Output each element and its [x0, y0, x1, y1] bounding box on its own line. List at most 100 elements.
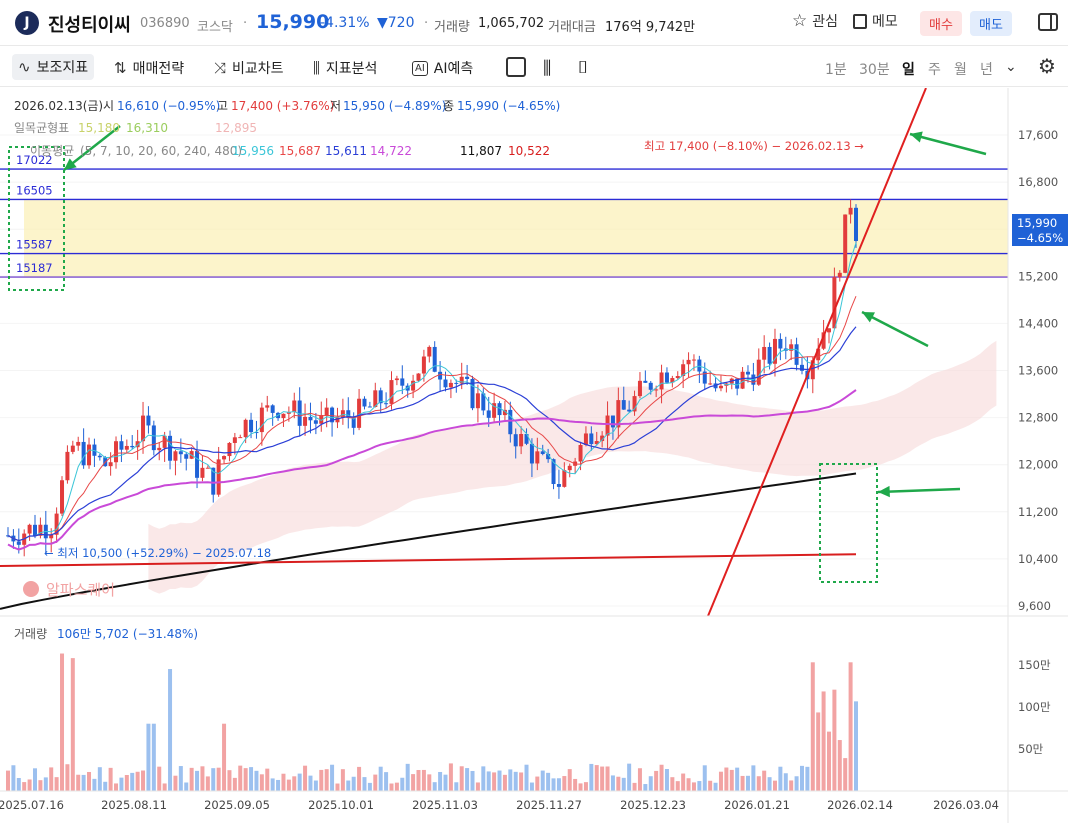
- volume-bar: [762, 770, 767, 791]
- indicator-icon: ∿: [18, 58, 31, 76]
- volume-bar: [724, 767, 729, 791]
- period-day[interactable]: 일: [902, 62, 915, 78]
- level-label: 17022: [16, 153, 53, 167]
- candle-body: [400, 378, 405, 386]
- volume-bar: [605, 766, 610, 791]
- volume-bar: [789, 780, 794, 791]
- camera-icon[interactable]: ⌷: [578, 58, 589, 78]
- volume-bar: [529, 782, 534, 791]
- volume-bar: [702, 765, 707, 791]
- candle-body: [821, 332, 826, 349]
- candle-type-icon[interactable]: ⫼: [543, 58, 552, 79]
- watch-button[interactable]: ☆ 관심: [792, 11, 838, 31]
- volume-bar: [384, 772, 389, 791]
- candle-body: [124, 445, 129, 450]
- volume-tick-label: 150만: [1018, 658, 1051, 672]
- volume-bar: [502, 774, 507, 791]
- volume-bar: [519, 772, 524, 791]
- candle-body: [308, 416, 313, 421]
- candle-body: [686, 359, 691, 365]
- volume-bar: [735, 767, 740, 791]
- period-year[interactable]: 년: [980, 62, 993, 78]
- candle-body: [594, 441, 599, 445]
- volume-bar: [81, 774, 86, 791]
- candle-body: [740, 371, 745, 389]
- volume-bar: [637, 768, 642, 791]
- volume-bar: [805, 766, 810, 791]
- volume-bar: [146, 723, 151, 791]
- volume-bar: [697, 781, 702, 791]
- volume-bar: [486, 771, 491, 791]
- volume-bar: [751, 765, 756, 791]
- gear-icon[interactable]: ⚙: [1038, 54, 1056, 78]
- side-panel-icon[interactable]: [1038, 13, 1058, 31]
- candle-body: [546, 453, 551, 460]
- strategy-button[interactable]: ⇅ 매매전략: [114, 58, 184, 78]
- analysis-button[interactable]: ⫼ 지표분석: [313, 58, 377, 78]
- market-label: 코스닥: [197, 20, 233, 35]
- candle-body: [794, 344, 799, 365]
- volume-bar: [22, 782, 27, 791]
- period-week[interactable]: 주: [928, 62, 941, 78]
- level-label: 16505: [16, 183, 53, 197]
- buy-button[interactable]: 매수: [920, 11, 962, 36]
- period-30min[interactable]: 30분: [859, 62, 890, 78]
- volume-bar: [594, 765, 599, 791]
- compare-button[interactable]: ⤨ 비교차트: [214, 58, 284, 78]
- indicators-button[interactable]: ∿ 보조지표: [12, 54, 95, 80]
- volume-bar: [589, 763, 594, 791]
- candle-body: [562, 470, 567, 487]
- volume-bar: [324, 769, 329, 791]
- volume-bar: [346, 780, 351, 791]
- arrow-mid-right-head: [862, 312, 875, 323]
- volume-bar: [119, 777, 124, 791]
- candle-body: [87, 444, 92, 466]
- sell-button[interactable]: 매도: [970, 11, 1012, 36]
- ai-button[interactable]: AI AI예측: [412, 58, 473, 78]
- volume-last: 106만 5,702 (−31.48%): [57, 627, 198, 641]
- candle-body: [632, 396, 637, 412]
- watch-label: 관심: [812, 14, 839, 30]
- period-1min[interactable]: 1분: [825, 62, 847, 78]
- memo-button[interactable]: 메모: [853, 11, 898, 31]
- candle-body: [735, 378, 740, 389]
- annotations: [8, 125, 987, 583]
- volume-bar: [443, 774, 448, 791]
- ichimoku-label: 일목균형표: [14, 121, 69, 135]
- candle-body: [648, 382, 653, 390]
- volume-bar: [448, 763, 453, 791]
- period-month[interactable]: 월: [954, 62, 967, 78]
- volume-bar: [151, 723, 156, 791]
- x-tick-label: 2025.12.23: [620, 798, 686, 812]
- volume-bar: [222, 723, 227, 791]
- ma-label: 이동평균: [30, 144, 74, 158]
- candle-body: [826, 328, 831, 333]
- candle-body: [578, 444, 583, 462]
- candle-body: [49, 534, 54, 539]
- volume-bar: [319, 769, 324, 791]
- volume-bar: [103, 781, 108, 791]
- volume-bar: [92, 778, 97, 791]
- volume-bar: [670, 777, 675, 791]
- strategy-label: 매매전략: [132, 61, 185, 77]
- ma-periods: (5, 7, 10, 20, 60, 240, 480): [80, 144, 242, 158]
- candle-body: [81, 441, 86, 466]
- candle-body: [97, 455, 102, 458]
- highlight-band: [24, 199, 1008, 278]
- volume-bar: [308, 775, 313, 791]
- y-tick-label: 16,800: [1018, 175, 1058, 189]
- volume-bar: [454, 782, 459, 791]
- candle-body: [270, 405, 275, 413]
- y-tick-label: 17,600: [1018, 128, 1058, 142]
- volume-bar: [675, 781, 680, 791]
- x-tick-label: 2025.10.01: [308, 798, 374, 812]
- volume-bar: [492, 772, 497, 791]
- candle-body: [340, 410, 345, 418]
- volume-bar: [427, 774, 432, 791]
- top-bar: J 진성티이씨 036890 코스닥 · 15,990 -4.31% ▼720 …: [0, 0, 1068, 46]
- checkbox-icon[interactable]: [506, 57, 526, 77]
- volume-bar: [837, 740, 842, 791]
- candle-body: [762, 346, 767, 360]
- chevron-down-icon[interactable]: ⌄: [1005, 59, 1017, 75]
